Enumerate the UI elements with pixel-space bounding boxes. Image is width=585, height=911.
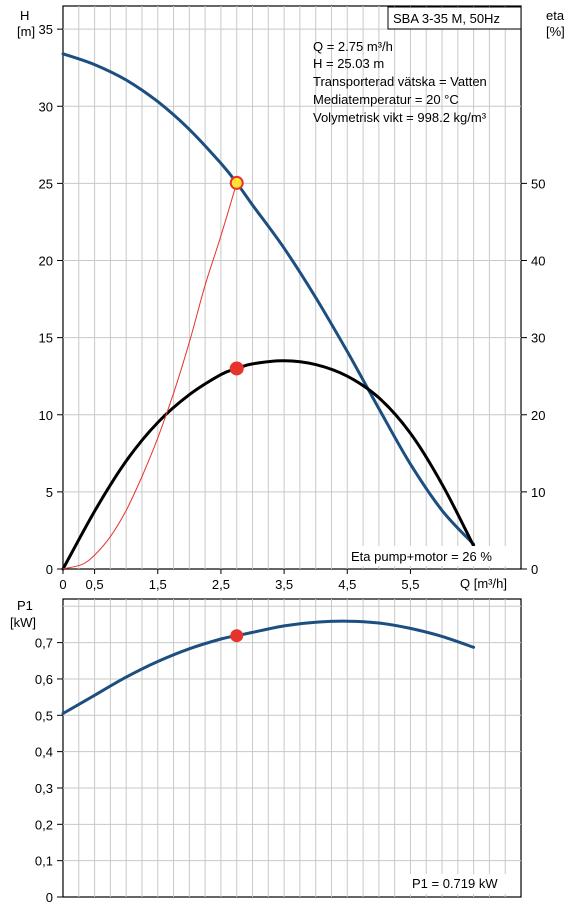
head-tick-label: 30	[39, 99, 53, 114]
x-axis-label: Q [m³/h]	[460, 576, 507, 591]
flow-tick-label: 2,5	[212, 577, 230, 592]
flow-tick-label: 1,5	[149, 577, 167, 592]
power-chart-frame	[62, 598, 522, 898]
head-tick-label: 10	[39, 408, 53, 423]
eta-note-background	[349, 546, 519, 566]
eta-note: Eta pump+motor = 26 %	[351, 549, 492, 564]
info-line-liquid: Transporterad vätska = Vatten	[313, 74, 487, 89]
operating-info: Q = 2.75 m³/h H = 25.03 m Transporterad …	[313, 39, 487, 125]
head-tick-label: 0	[46, 562, 53, 577]
power-tick-label: 0,7	[35, 636, 53, 651]
flow-tick-label: 0	[59, 577, 66, 592]
head-tick-label: 35	[39, 22, 53, 37]
power-tick-label: 0	[46, 890, 53, 905]
power-axis-label-line2: [kW]	[10, 615, 36, 630]
head-duty-point	[229, 175, 244, 190]
power-tick-label: 0,6	[35, 672, 53, 687]
head-curve	[61, 52, 476, 546]
info-line-head: H = 25.03 m	[313, 56, 384, 71]
info-line-temperature: Mediatemperatur = 20 °C	[313, 92, 459, 107]
system-curve	[62, 182, 238, 570]
eta-tick-label: 30	[531, 331, 545, 346]
power-curve	[61, 619, 476, 715]
info-line-flow: Q = 2.75 m³/h	[313, 39, 393, 54]
duty-points	[229, 175, 244, 643]
power-tick-label: 0,2	[35, 817, 53, 832]
eta-axis-label-line1: eta	[546, 8, 565, 23]
xlabel-background	[458, 574, 520, 592]
p1-note: P1 = 0.719 kW	[412, 876, 498, 891]
power-chart-grid	[63, 599, 521, 897]
chart-title-box	[387, 6, 522, 30]
head-axis-label-line1: H	[20, 8, 29, 23]
chart-title: SBA 3-35 M, 50Hz	[393, 11, 500, 26]
eta-axis-label-line2: [%]	[546, 24, 565, 39]
eta-tick-label: 10	[531, 485, 545, 500]
eta-tick-label: 20	[531, 408, 545, 423]
power-axis-label-line1: P1	[17, 598, 33, 613]
power-tick-label: 0,3	[35, 781, 53, 796]
info-line-density: Volymetrisk vikt = 998.2 kg/m³	[313, 110, 487, 125]
eta-tick-label: 0	[531, 562, 538, 577]
head-tick-label: 5	[46, 485, 53, 500]
chart-curves	[61, 52, 476, 715]
head-tick-label: 25	[39, 176, 53, 191]
power-duty-point	[230, 629, 244, 643]
head-chart-frame	[62, 5, 522, 570]
flow-tick-label: 3,5	[275, 577, 293, 592]
head-tick-label: 20	[39, 254, 53, 269]
power-tick-label: 0,4	[35, 745, 53, 760]
flow-tick-label: 4,5	[338, 577, 356, 592]
p1-note-background	[410, 874, 519, 894]
head-tick-label: 15	[39, 331, 53, 346]
head-axis-label-line2: [m]	[17, 24, 35, 39]
eta-tick-label: 40	[531, 254, 545, 269]
axis-ticks: 0 5 10 15 20 25 30 35 0 10 20 30 40 50 0 0,5 1,5 2,5 3,5 4,…	[35, 22, 546, 905]
flow-tick-label: 0,5	[86, 577, 104, 592]
head-chart-grid	[63, 6, 521, 569]
eta-duty-point	[229, 361, 244, 376]
power-tick-label: 0,5	[35, 708, 53, 723]
power-tick-label: 0,1	[35, 854, 53, 869]
eta-curve	[61, 359, 476, 571]
eta-tick-label: 50	[531, 176, 545, 191]
flow-tick-label: 5,5	[401, 577, 419, 592]
